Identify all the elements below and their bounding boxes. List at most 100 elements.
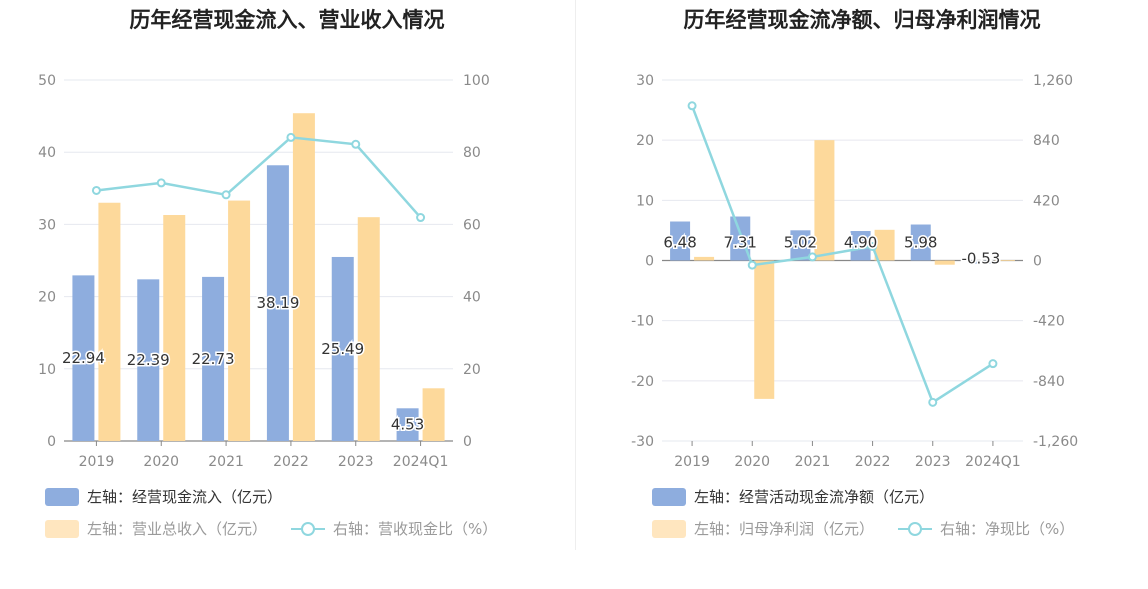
- y-right-tick-label: 840: [1033, 133, 1060, 149]
- legend-swatch-line: [291, 520, 326, 538]
- bar-secondary: [754, 260, 775, 399]
- line-point: [286, 132, 296, 142]
- y-right-tick-label: 100: [463, 73, 490, 89]
- x-tick-label: 2023: [338, 454, 374, 470]
- bar-primary: [137, 279, 160, 441]
- line-point: [416, 213, 426, 223]
- x-tick-label: 2019: [674, 454, 710, 470]
- x-tick-label: 2023: [915, 454, 951, 470]
- legend-row-1: 左轴：经营现金流入（亿元）: [45, 486, 282, 507]
- bar-primary: [790, 230, 811, 261]
- panel-divider: [575, 0, 576, 550]
- y-right-tick-label: 420: [1033, 193, 1060, 209]
- y-left-tick-label: -30: [631, 434, 654, 450]
- bar-secondary: [934, 260, 955, 265]
- bar-primary: [910, 224, 931, 261]
- bar-secondary: [292, 113, 315, 441]
- y-right-tick-label: 0: [1033, 254, 1042, 270]
- legend-label: 右轴：营收现金比（%）: [333, 520, 498, 538]
- data-label: -0.53: [962, 250, 1001, 268]
- y-left-tick-label: 30: [38, 217, 56, 233]
- data-label: 5.98: [904, 234, 937, 252]
- y-left-tick-label: 30: [636, 73, 654, 89]
- bar-secondary: [422, 388, 445, 441]
- line-point: [988, 359, 998, 369]
- legend-swatch-bar: [652, 519, 686, 538]
- data-label: 38.19: [256, 294, 299, 312]
- legend-label: 右轴：净现比（%）: [940, 520, 1075, 538]
- y-right-tick-label: -840: [1033, 374, 1065, 390]
- legend-row-1: 左轴：经营活动现金流净额（亿元）: [652, 486, 934, 507]
- chart-title: 历年经营现金流净额、归母净利润情况: [683, 8, 1041, 32]
- y-right-tick-label: 0: [463, 434, 472, 450]
- chart-title: 历年经营现金流入、营业收入情况: [129, 8, 445, 32]
- y-right-tick-label: 20: [463, 362, 481, 378]
- bar-secondary: [814, 140, 835, 261]
- y-right-tick-label: 40: [463, 290, 481, 306]
- legend-label: 左轴：归母净利润（亿元）: [694, 520, 875, 538]
- bar-secondary: [874, 229, 895, 261]
- x-tick-label: 2021: [795, 454, 831, 470]
- bar-primary: [396, 408, 419, 441]
- legend-swatch-bar: [652, 487, 686, 506]
- y-left-tick-label: 20: [38, 290, 56, 306]
- bar-secondary: [994, 260, 1015, 261]
- bar-primary: [850, 231, 871, 261]
- bar-primary: [72, 275, 95, 441]
- bar-secondary: [357, 217, 380, 441]
- x-tick-label: 2024Q1: [393, 454, 449, 470]
- chart-panel-net-cash: 历年经营现金流净额、归母净利润情况 -30 -20 -10 0 10 20 30 -1,260…: [575, 0, 1148, 560]
- data-label: 25.49: [321, 340, 364, 358]
- line-point: [687, 101, 697, 111]
- bar-secondary: [228, 200, 251, 441]
- bar-secondary: [98, 202, 121, 441]
- data-label: 22.39: [127, 351, 170, 369]
- bar-primary: [970, 260, 991, 264]
- line-point: [156, 178, 166, 188]
- line-series: [96, 136, 422, 219]
- x-tick-label: 2024Q1: [965, 454, 1021, 470]
- x-tick-label: 2022: [273, 454, 309, 470]
- y-left-tick-label: 40: [38, 145, 56, 161]
- x-tick-label: 2022: [855, 454, 891, 470]
- legend-swatch-line: [898, 520, 933, 538]
- x-tick-label: 2020: [143, 454, 179, 470]
- legend-label: 左轴：经营现金流入（亿元）: [87, 488, 283, 506]
- legend-label: 左轴：经营活动现金流净额（亿元）: [694, 488, 935, 506]
- y-right-tick-label: 80: [463, 145, 481, 161]
- line-point: [747, 260, 757, 270]
- x-tick-label: 2019: [79, 454, 115, 470]
- bar-primary: [670, 221, 691, 261]
- y-right-tick-label: -1,260: [1033, 434, 1078, 450]
- y-right-tick-label: 60: [463, 217, 481, 233]
- x-tick-label: 2020: [734, 454, 770, 470]
- y-left-tick-label: 10: [636, 193, 654, 209]
- y-left-tick-label: -20: [631, 374, 654, 390]
- bar-secondary: [694, 256, 715, 261]
- y-right-tick-label: -420: [1033, 314, 1065, 330]
- data-label: 4.90: [844, 234, 877, 252]
- legend-swatch-bar: [45, 519, 79, 538]
- bar-primary: [266, 165, 289, 442]
- bar-secondary: [163, 215, 186, 441]
- data-label: 5.02: [784, 234, 817, 252]
- chart-panel-cash-inflow: 历年经营现金流入、营业收入情况 0 10 20 30 40 50 0 20 40 60 80 100 2…: [0, 0, 574, 560]
- line-point: [868, 241, 878, 251]
- legend-row-2: 左轴：营业总收入（亿元） 右轴：营收现金比（%）: [45, 518, 497, 539]
- y-left-tick-label: 0: [645, 254, 654, 270]
- y-right-tick-label: 1,260: [1033, 73, 1073, 89]
- chart-svg-net-cash: -30 -20 -10 0 10 20 30 -1,260 -840 -420 0 420 840 1,2…: [631, 73, 1078, 470]
- y-left-tick-label: 20: [636, 133, 654, 149]
- y-left-tick-label: 10: [38, 362, 56, 378]
- line-point: [928, 397, 938, 407]
- legend-swatch-bar: [45, 487, 79, 506]
- x-tick-label: 2021: [208, 454, 244, 470]
- data-label: 7.31: [724, 234, 757, 252]
- y-left-tick-label: 50: [38, 73, 56, 89]
- bar-primary: [202, 276, 225, 441]
- data-label: 4.53: [391, 416, 424, 434]
- y-left-tick-label: -10: [631, 314, 654, 330]
- line-series: [690, 105, 994, 405]
- y-left-tick-label: 0: [47, 434, 56, 450]
